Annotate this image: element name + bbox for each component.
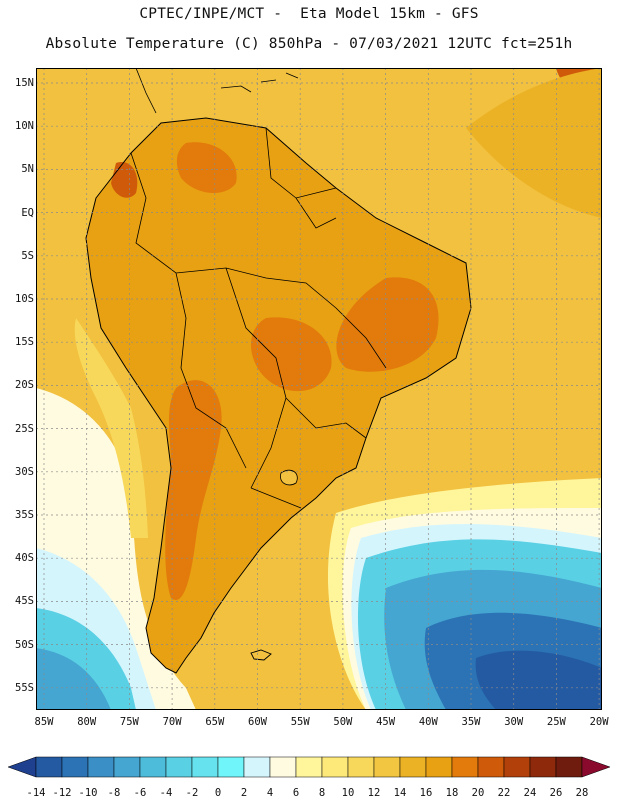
colorbar-label: -8 [107, 787, 121, 799]
colorbar-label: 18 [445, 787, 459, 799]
falkland-islands [250, 649, 272, 661]
colorbar-arrow-left [7, 756, 37, 778]
lat-label-eq: EQ [21, 206, 34, 219]
colorbar-label: 26 [549, 787, 563, 799]
colorbar-label: 6 [292, 787, 300, 799]
colorbar-label: -6 [133, 787, 147, 799]
colorbar-segment [425, 756, 453, 778]
colorbar-segment [113, 756, 141, 778]
colorbar-label: 8 [318, 787, 326, 799]
colorbar-label: -10 [78, 787, 98, 799]
lon-label-85w: 85W [34, 716, 54, 728]
coastline [85, 117, 472, 674]
lon-label-70w: 70W [162, 716, 182, 728]
colorbar-segment [269, 756, 297, 778]
warm-northeast-ocean [466, 68, 602, 218]
lat-label-30s: 30S [15, 465, 34, 478]
lat-label-15n: 15N [15, 77, 34, 89]
colorbar-segment [61, 756, 89, 778]
lat-label-5s: 5S [21, 249, 34, 262]
colorbar-segment [451, 756, 479, 778]
colorbar-segment [295, 756, 323, 778]
colorbar-label: 16 [419, 787, 433, 799]
lat-label-5n: 5N [21, 163, 34, 176]
map-frame [36, 68, 602, 710]
lat-label-20s: 20S [15, 379, 34, 392]
lat-label-35s: 35S [15, 509, 34, 521]
colorbar [7, 756, 611, 778]
lon-label-75w: 75W [119, 716, 139, 728]
colorbar-arrow-right [581, 756, 611, 778]
lon-label-50w: 50W [333, 716, 353, 728]
caribbean-islands [135, 68, 299, 114]
colorbar-segment [139, 756, 167, 778]
lon-label-60w: 60W [248, 716, 267, 728]
colorbar-label: 28 [575, 787, 589, 799]
lon-label-30w: 30W [504, 716, 524, 728]
warm-core-east [336, 277, 439, 372]
colorbar-label: 20 [471, 787, 485, 799]
colorbar-segment [165, 756, 193, 778]
colorbar-segment [373, 756, 401, 778]
colorbar-segment [477, 756, 505, 778]
colorbar-label: -2 [185, 787, 199, 799]
colorbar-segment [35, 756, 63, 778]
lat-label-55s: 55S [15, 681, 34, 694]
colorbar-label: -12 [52, 787, 72, 799]
colorbar-label: -4 [159, 787, 173, 799]
lat-label-15s: 15S [15, 336, 34, 349]
colorbar-label: 22 [497, 787, 511, 799]
colorbar-segment [87, 756, 115, 778]
country-borders [130, 127, 387, 509]
temperature-map [36, 68, 602, 710]
colorbar-segment [191, 756, 219, 778]
lat-label-50s: 50S [15, 638, 34, 651]
graticule [36, 68, 602, 710]
colorbar-segment [399, 756, 427, 778]
lon-label-25w: 25W [546, 716, 566, 728]
lat-label-25s: 25S [15, 422, 34, 435]
lat-label-40s: 40S [15, 552, 34, 565]
colorbar-segment [347, 756, 375, 778]
lon-label-45w: 45W [376, 716, 396, 728]
colorbar-label: 14 [393, 787, 407, 799]
lagoon [280, 469, 298, 486]
lat-label-45s: 45S [15, 595, 34, 608]
lat-label-10s: 10S [15, 293, 34, 305]
lat-label-10n: 10N [15, 120, 34, 133]
colorbar-segment [321, 756, 349, 778]
colorbar-segment [529, 756, 557, 778]
title-line-1: CPTEC/INPE/MCT - Eta Model 15km - GFS [139, 6, 479, 22]
colorbar-segment [503, 756, 531, 778]
colorbar-label: 10 [341, 787, 355, 799]
title-line-2: Absolute Temperature (C) 850hPa - 07/03/… [45, 36, 573, 52]
colorbar-label: 2 [240, 787, 248, 799]
colorbar-label: 24 [523, 787, 537, 799]
colorbar-label: -14 [26, 787, 46, 799]
cold-core-zone [475, 650, 602, 710]
warm-core-center [250, 317, 332, 392]
lon-label-40w: 40W [418, 716, 438, 728]
warm-core-north [176, 142, 237, 194]
lon-label-55w: 55W [290, 716, 310, 728]
colorbar-label: 12 [367, 787, 381, 799]
lon-label-80w: 80W [77, 716, 97, 728]
colorbar-segment [555, 756, 583, 778]
lon-label-35w: 35W [461, 716, 481, 728]
warm-core-west [165, 380, 222, 600]
sw-blue-zone [36, 648, 111, 710]
lon-label-65w: 65W [205, 716, 225, 728]
colorbar-label: 0 [214, 787, 222, 799]
lon-label-20w: 20W [589, 716, 609, 728]
colorbar-label: 4 [266, 787, 274, 799]
colorbar-segment [243, 756, 271, 778]
colorbar-segment [217, 756, 245, 778]
